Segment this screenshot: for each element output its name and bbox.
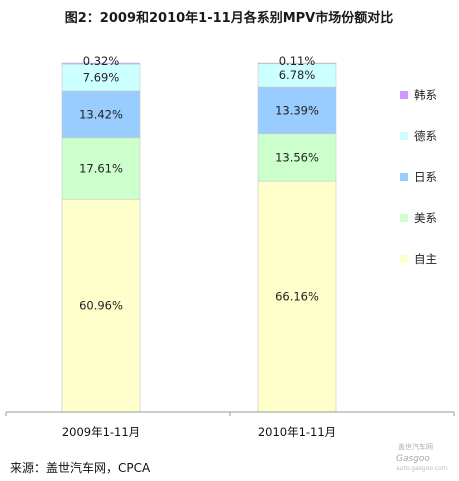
watermark-logo-text: Gasgoo [396, 454, 430, 464]
legend-swatch [400, 132, 408, 140]
legend-label: 日系 [414, 170, 437, 184]
category-label: 2010年1-11月 [258, 425, 336, 439]
watermark-bottom-text: auto.gasgoo.com [396, 465, 448, 472]
bars-group: 60.96% 17.61% 13.42% 7.69% 0.32% 66.16% 13.56%… [61, 54, 337, 413]
category-labels-group: 2009年1-11月 2010年1-11月 [62, 425, 336, 439]
category-label: 2009年1-11月 [62, 425, 140, 439]
bar-data-label: 0.32% [83, 54, 120, 68]
bar-data-label: 0.11% [279, 54, 316, 68]
bar-data-label: 13.56% [275, 150, 319, 164]
legend-label: 自主 [414, 252, 437, 266]
legend-label: 美系 [414, 211, 437, 225]
bar-data-label: 13.39% [275, 103, 319, 117]
watermark-top-text: 盖世汽车网 [398, 442, 433, 451]
bar-data-label: 6.78% [279, 68, 316, 82]
bar-segment [61, 62, 141, 65]
bar-segment [257, 62, 337, 65]
chart-title: 图2：2009和2010年1-11月各系别MPV市场份额对比 [65, 10, 393, 26]
bar-segment [257, 133, 337, 182]
legend-swatch [400, 173, 408, 181]
legend-swatch [400, 214, 408, 222]
bar-segment [61, 198, 141, 413]
bar-data-label: 66.16% [275, 290, 319, 304]
legend-label: 德系 [414, 129, 437, 143]
bar-segment [61, 137, 141, 200]
bar-segment [61, 63, 141, 92]
legend-label: 韩系 [414, 88, 437, 102]
bar-data-label: 60.96% [79, 299, 123, 313]
bar-segment [257, 86, 337, 135]
legend-swatch [400, 255, 408, 263]
bar-data-label: 13.42% [79, 107, 123, 121]
legend-swatch [400, 91, 408, 99]
bar-data-label: 7.69% [83, 71, 120, 85]
source-text: 来源：盖世汽车网，CPCA [10, 460, 151, 475]
bar-data-label: 17.61% [79, 162, 123, 176]
watermark-logo: 盖世汽车网 Gasgoo auto.gasgoo.com [396, 442, 448, 472]
